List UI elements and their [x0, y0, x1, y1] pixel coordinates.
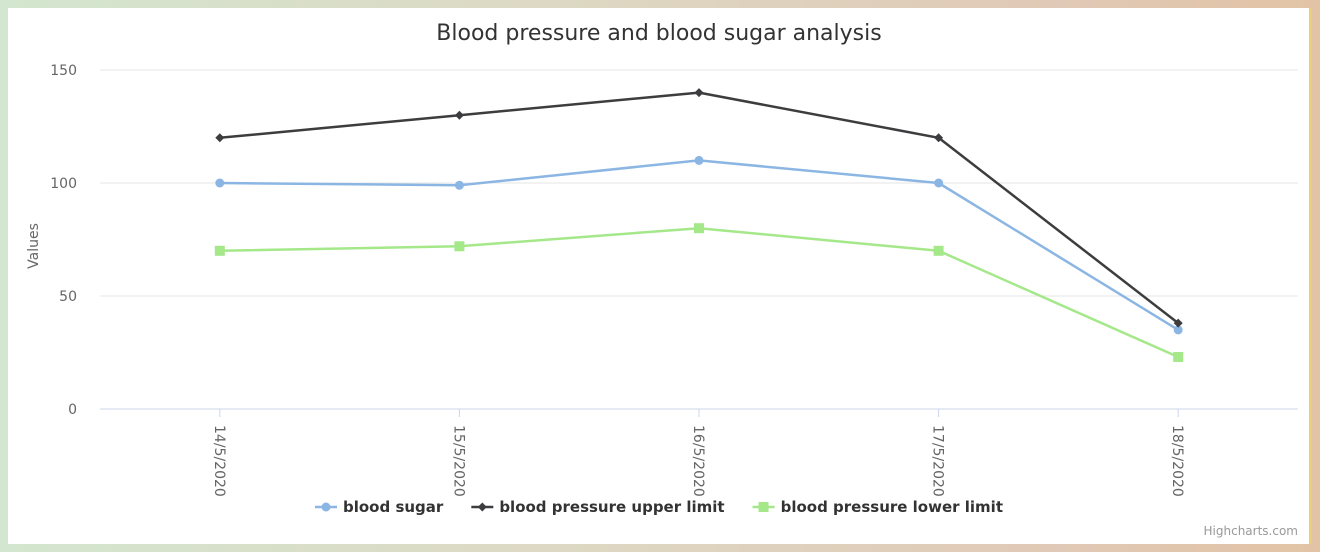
y-tick-label: 50 — [59, 289, 77, 305]
series-line[interactable] — [218, 226, 1180, 359]
data-point[interactable] — [215, 133, 225, 143]
legend-item[interactable]: blood sugar — [315, 498, 444, 516]
legend: blood sugar blood pressure upper limit blo… — [315, 498, 1003, 516]
legend-item[interactable]: blood pressure lower limit — [752, 498, 1003, 516]
legend-symbol[interactable] — [758, 502, 769, 512]
series-line[interactable] — [218, 159, 1180, 332]
legend-label: blood pressure lower limit — [781, 498, 1003, 516]
legend-label: blood sugar — [343, 498, 444, 516]
data-point[interactable] — [215, 178, 225, 188]
x-tick-label: 18/5/2020 — [1169, 425, 1185, 497]
grid-lines — [100, 69, 1298, 410]
chart-title: Blood pressure and blood sugar analysis — [436, 21, 881, 46]
series-3 — [214, 223, 1184, 363]
data-point[interactable] — [214, 245, 225, 256]
x-axis: 14/5/2020 15/5/2020 16/5/2020 17/5/2020 18/5… — [211, 409, 1185, 497]
y-tick-label: 150 — [50, 63, 77, 79]
x-tick-label: 14/5/2020 — [211, 425, 227, 497]
data-point[interactable] — [694, 223, 704, 234]
data-point[interactable] — [933, 245, 944, 256]
legend-label: blood pressure upper limit — [499, 498, 724, 516]
data-point[interactable] — [934, 178, 944, 188]
x-tick-label: 16/5/2020 — [690, 425, 706, 497]
data-point[interactable] — [1173, 325, 1183, 335]
line-chart: Blood pressure and blood sugar analysis … — [26, 21, 1298, 538]
data-point[interactable] — [1173, 318, 1183, 328]
data-point[interactable] — [694, 155, 704, 165]
data-point[interactable] — [454, 241, 465, 252]
chart-container: Blood pressure and blood sugar analysis … — [8, 8, 1312, 544]
series-group — [214, 88, 1184, 363]
data-point[interactable] — [1173, 352, 1184, 363]
data-point[interactable] — [454, 180, 464, 190]
x-tick-label: 17/5/2020 — [930, 425, 946, 497]
series-line[interactable] — [218, 91, 1180, 325]
legend-symbol[interactable] — [477, 502, 487, 512]
legend-symbol[interactable] — [321, 502, 331, 512]
y-axis: 0 50 100 150 — [50, 63, 77, 418]
series-1 — [215, 155, 1183, 335]
credits-link[interactable]: Highcharts.com — [1204, 524, 1298, 538]
data-point[interactable] — [694, 88, 704, 98]
x-tick-label: 15/5/2020 — [450, 425, 466, 497]
y-axis-title: Values — [26, 223, 42, 269]
legend-item[interactable]: blood pressure upper limit — [471, 498, 725, 516]
y-tick-label: 0 — [68, 402, 77, 418]
series-2 — [215, 88, 1183, 328]
data-point[interactable] — [454, 110, 464, 120]
data-point[interactable] — [934, 133, 944, 143]
y-tick-label: 100 — [50, 176, 77, 192]
